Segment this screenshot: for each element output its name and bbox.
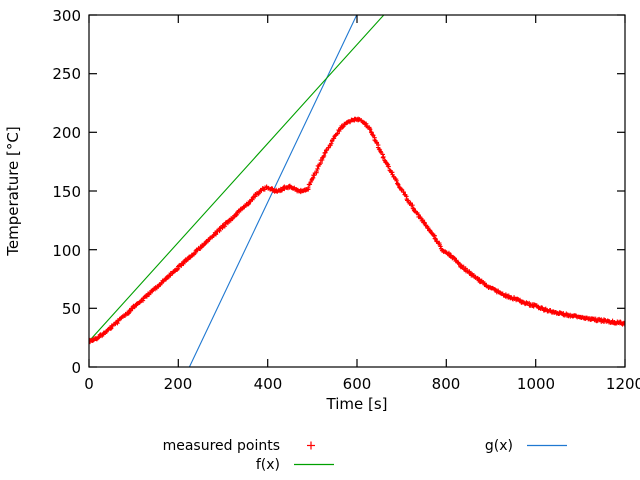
x-tick-label: 1000 [517,375,555,393]
y-tick-label: 150 [52,183,81,201]
x-tick-label: 0 [84,375,94,393]
chart-legend: measured points f(x) g(x) [163,438,567,473]
x-tick-label: 800 [432,375,461,393]
legend-label-measured-points: measured points [163,438,280,454]
x-axis-title: Time [s] [326,395,388,413]
x-tick-label: 200 [164,375,193,393]
y-tick-label: 0 [71,359,81,377]
y-tick-label: 50 [62,300,81,318]
y-tick-label: 100 [52,242,81,260]
y-axis-tick-labels: 300 250 200 150 100 50 0 [52,7,81,377]
x-tick-label: 600 [343,375,372,393]
y-axis-title: Temperature [°C] [4,126,22,256]
x-tick-label: 1200 [606,375,640,393]
legend-label-gx: g(x) [485,438,513,454]
y-tick-label: 250 [52,65,81,83]
y-tick-label: 200 [52,124,81,142]
y-tick-label: 300 [52,7,81,25]
x-axis-tick-labels: 0 200 400 600 800 1000 1200 [84,375,640,393]
x-tick-label: 400 [254,375,283,393]
legend-marker-measured-points [307,441,315,450]
axis-tick-marks [88,14,626,368]
series-fx-line [89,15,385,342]
legend-label-fx: f(x) [256,457,280,473]
